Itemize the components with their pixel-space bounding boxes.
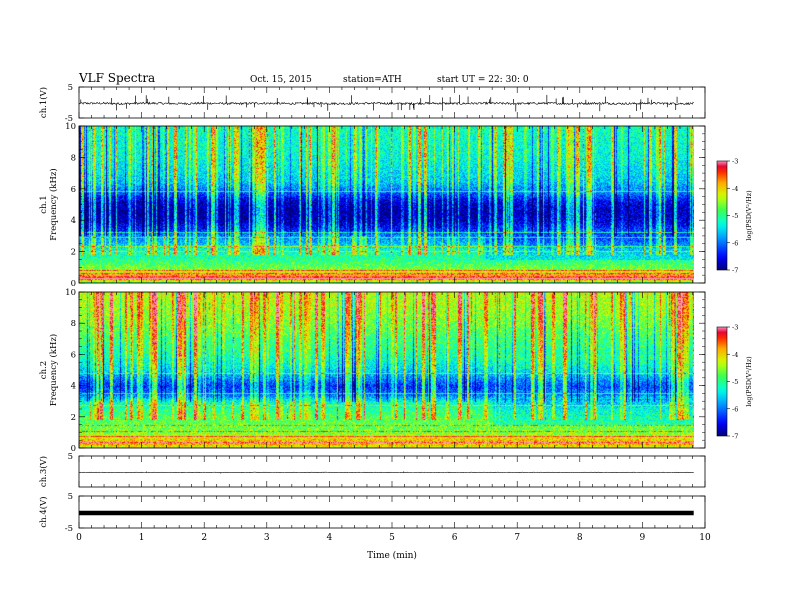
y-tick-label: 8 [71, 153, 76, 163]
x-tick-label: 6 [452, 533, 458, 543]
spectrogram-raster [79, 292, 694, 448]
colorbar-tick-label: -6 [732, 405, 738, 413]
x-tick-label: 8 [577, 533, 583, 543]
ch1-colorbar: -3 -4 -5 -6 -7 log(PSD(V²/Hz) [716, 158, 753, 275]
figure-header: VLF Spectra Oct. 15, 2015 station=ATH st… [78, 71, 529, 85]
figure-title: VLF Spectra [78, 71, 155, 85]
y-tick-label: 6 [71, 185, 76, 195]
x-tick-label: 10 [699, 533, 711, 543]
y-tick-label: 5 [68, 452, 73, 462]
spectrogram-raster [79, 126, 694, 283]
y-tick-label: 2 [71, 413, 76, 423]
colorbar-tick-label: -6 [732, 239, 738, 247]
x-tick-label: 0 [76, 533, 82, 543]
start-time-label: start UT = 22: 30: 0 [437, 75, 529, 85]
x-tick-label: 2 [201, 533, 207, 543]
y-tick-label: 0 [71, 444, 76, 454]
time-axis: Time (min) [367, 550, 417, 561]
x-tick-label: 4 [327, 533, 333, 543]
y-axis-label: Frequency (kHz) [48, 334, 59, 406]
ch4-voltage-panel: 5 -50 1 2 3 4 5 6 7 8 9 10 ch.4(V) [38, 492, 711, 543]
y-tick-label: 6 [71, 350, 76, 360]
y-axis-label: ch.2 [39, 361, 49, 379]
station-label: station=ATH [343, 75, 402, 85]
y-tick-label: 5 [68, 492, 73, 502]
colorbar-tick-label: -3 [732, 324, 738, 332]
ch2-colorbar: -3 -4 -5 -6 -7 log(PSD(V²/Hz) [716, 324, 753, 441]
colorbar-tick-label: -3 [732, 158, 738, 166]
ch1-spectrogram-panel: 0 2 4 6 8 10 ch.1 Frequency (kHz) [39, 122, 706, 289]
y-axis-label: Frequency (kHz) [48, 168, 59, 240]
colorbar-tick-label: -7 [732, 267, 738, 275]
x-tick-label: 5 [389, 533, 395, 543]
x-tick-label: 1 [139, 533, 145, 543]
colorbar-label: log(PSD(V²/Hz) [745, 356, 753, 407]
x-tick-label: 7 [514, 533, 520, 543]
y-tick-label: 5 [68, 83, 73, 93]
y-tick-label: 0 [71, 279, 76, 289]
y-tick-label: -5 [65, 524, 73, 534]
colorbar-label: log(PSD(V²/Hz) [745, 190, 753, 241]
y-tick-label: 4 [71, 216, 76, 226]
y-tick-label: 2 [71, 248, 76, 258]
x-tick-label: 9 [640, 533, 646, 543]
y-tick-label: 10 [65, 122, 76, 132]
y-axis-label: ch.1 [39, 195, 49, 213]
y-axis-label: ch.3(V) [38, 456, 49, 487]
ch1-voltage-panel: 5 -5 ch.1(V) [38, 83, 706, 124]
voltage-trace [78, 471, 694, 474]
ch3-voltage-panel: 5 ch.3(V) [38, 452, 706, 488]
date-label: Oct. 15, 2015 [250, 75, 312, 85]
time-axis-label: Time (min) [367, 550, 417, 561]
y-tick-label: 8 [71, 319, 76, 329]
y-axis-label: ch.1(V) [38, 87, 49, 118]
colorbar-tick-label: -5 [732, 212, 738, 220]
colorbar-tick-label: -7 [732, 433, 738, 441]
colorbar-tick-label: -5 [732, 378, 738, 386]
ch2-spectrogram-panel: 0 2 4 6 8 10 ch.2 Frequency (kHz) [39, 288, 706, 454]
x-tick-label: 3 [264, 533, 270, 543]
y-axis-label: ch.4(V) [38, 496, 49, 527]
colorbar-tick-label: -4 [732, 185, 738, 193]
colorbar-gradient [716, 160, 728, 271]
voltage-trace [78, 101, 694, 106]
y-tick-label: 10 [65, 288, 76, 298]
y-tick-label: 4 [71, 382, 76, 392]
colorbar-gradient [716, 326, 728, 437]
y-tick-label: -5 [65, 114, 73, 124]
colorbar-tick-label: -4 [732, 351, 738, 359]
